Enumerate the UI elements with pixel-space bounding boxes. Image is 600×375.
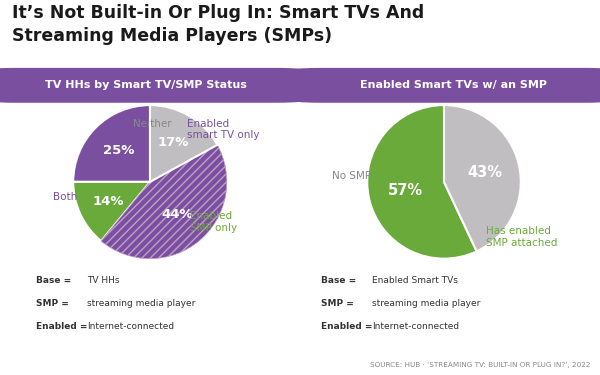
Wedge shape	[101, 145, 227, 259]
Text: TV HHs: TV HHs	[87, 276, 119, 285]
Text: Neither: Neither	[133, 119, 172, 129]
Text: TV HHs by Smart TV/SMP Status: TV HHs by Smart TV/SMP Status	[44, 80, 247, 90]
Wedge shape	[73, 182, 150, 241]
Text: 14%: 14%	[92, 195, 124, 208]
Text: SOURCE: HUB · ‘STREAMING TV: BUILT-IN OR PLUG IN?’, 2022: SOURCE: HUB · ‘STREAMING TV: BUILT-IN OR…	[371, 362, 591, 368]
Text: SMP =: SMP =	[36, 299, 69, 308]
Text: It’s Not Built-in Or Plug In: Smart TVs And
Streaming Media Players (SMPs): It’s Not Built-in Or Plug In: Smart TVs …	[12, 4, 424, 45]
Text: Base =: Base =	[36, 276, 71, 285]
Wedge shape	[367, 105, 476, 259]
Text: 25%: 25%	[103, 144, 134, 157]
Text: No SMP: No SMP	[332, 171, 371, 181]
Text: Enabled
smart TV only: Enabled smart TV only	[187, 119, 259, 141]
Text: Enabled Smart TVs: Enabled Smart TVs	[372, 276, 458, 285]
Text: 17%: 17%	[158, 136, 189, 149]
Wedge shape	[444, 105, 521, 251]
Text: Enabled =: Enabled =	[36, 322, 88, 331]
Text: SMP =: SMP =	[321, 299, 354, 308]
Text: Base =: Base =	[321, 276, 356, 285]
Text: streaming media player: streaming media player	[372, 299, 481, 308]
Text: Internet-connected: Internet-connected	[372, 322, 459, 331]
Text: 43%: 43%	[468, 165, 503, 180]
Text: streaming media player: streaming media player	[87, 299, 196, 308]
Text: Both: Both	[53, 192, 77, 202]
Text: 57%: 57%	[388, 183, 422, 198]
FancyBboxPatch shape	[0, 68, 307, 103]
Wedge shape	[73, 105, 150, 182]
Text: Enabled
SMP only: Enabled SMP only	[190, 211, 237, 232]
Text: Enabled =: Enabled =	[321, 322, 373, 331]
Wedge shape	[150, 105, 217, 182]
Text: Enabled Smart TVs w/ an SMP: Enabled Smart TVs w/ an SMP	[359, 80, 547, 90]
Text: Internet-connected: Internet-connected	[87, 322, 174, 331]
FancyBboxPatch shape	[289, 68, 600, 103]
Text: Has enabled
SMP attached: Has enabled SMP attached	[486, 226, 557, 248]
Text: 44%: 44%	[161, 208, 193, 221]
